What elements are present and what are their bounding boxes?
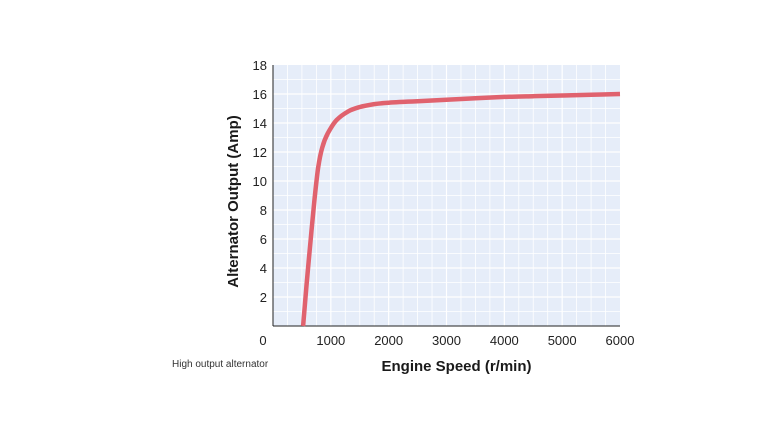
series-line — [300, 91, 621, 327]
x-tick-label: 5000 — [548, 333, 577, 348]
x-tick-label: 4000 — [490, 333, 519, 348]
grid-lines — [273, 65, 620, 326]
y-tick-label: 12 — [253, 145, 267, 160]
y-axis-title: Alternator Output (Amp) — [225, 115, 242, 287]
series-layer — [300, 91, 621, 327]
y-tick-label: 16 — [253, 87, 267, 102]
tick-labels: 1000 2000 3000 4000 5000 6000 0 2 4 6 8 10 12 14 16 18 — [253, 58, 635, 348]
y-tick-label: 10 — [253, 174, 267, 189]
origin-tick-label: 0 — [259, 333, 266, 348]
y-tick-label: 18 — [253, 58, 267, 73]
x-axis-title: Engine Speed (r/min) — [381, 358, 531, 375]
x-tick-label: 3000 — [432, 333, 461, 348]
y-tick-label: 14 — [253, 116, 267, 131]
chart-caption: High output alternator — [172, 359, 269, 370]
y-tick-label: 6 — [260, 232, 267, 247]
x-tick-label: 1000 — [316, 333, 345, 348]
y-tick-label: 2 — [260, 290, 267, 305]
x-tick-label: 6000 — [606, 333, 635, 348]
x-tick-label: 2000 — [374, 333, 403, 348]
y-tick-label: 8 — [260, 203, 267, 218]
y-tick-label: 4 — [260, 261, 267, 276]
axes — [272, 65, 620, 327]
